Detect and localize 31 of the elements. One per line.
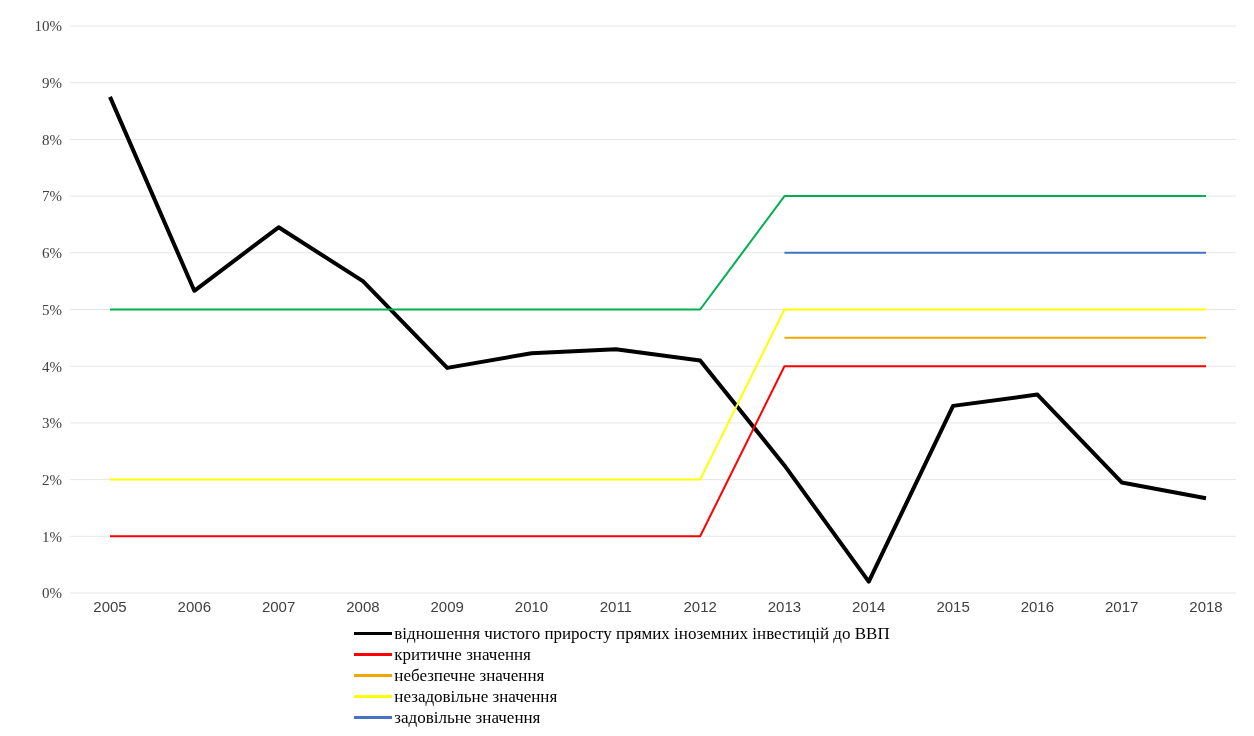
x-tick-label: 2017 [1105,597,1139,615]
legend-label: незадовільне значення [394,686,558,707]
x-tick-label: 2006 [177,597,211,615]
x-tick-label: 2011 [599,597,632,615]
y-tick-label: 6% [42,245,62,262]
y-tick-label: 7% [42,188,62,205]
x-tick-label: 2014 [852,597,886,615]
y-tick-label: 3% [42,415,62,432]
x-tick-label: 2009 [430,597,464,615]
y-tick-label: 4% [42,358,62,375]
y-tick-label: 2% [42,471,62,488]
y-tick-label: 0% [42,585,62,602]
x-tick-label: 2005 [93,597,127,615]
x-tick-label: 2013 [767,597,802,615]
legend-label: відношення чистого приросту прямих іноземних інвестицій до ВВП [394,623,890,644]
x-tick-label: 2010 [514,597,549,615]
x-tick-label: 2007 [261,597,296,615]
y-tick-label: 10% [34,18,62,35]
x-tick-label: 2016 [1020,597,1055,615]
y-tick-label: 8% [42,131,62,148]
line-series [108,94,1208,584]
x-tick-label: 2015 [936,597,970,615]
x-tick-label: 2012 [683,597,717,615]
y-tick-label: 5% [42,301,62,318]
y-tick-label: 1% [42,528,62,545]
y-tick-label: 9% [42,75,62,92]
x-tick-label: 2018 [1189,597,1223,615]
legend-label: критичне значення [394,644,531,665]
x-tick-label: 2008 [346,597,380,615]
legend-label: небезпечне значення [394,665,545,686]
legend-label: задовільне значення [394,707,541,728]
